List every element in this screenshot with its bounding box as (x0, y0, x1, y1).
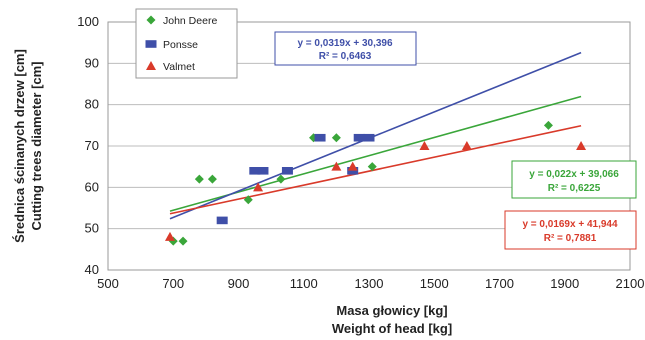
y-tick-label: 40 (85, 262, 99, 277)
point-john-deere (331, 133, 341, 143)
y-tick-label: 70 (85, 138, 99, 153)
point-ponsse (314, 133, 326, 142)
y-axis-title-1: Średnica ścinanych drzew [cm] (12, 49, 27, 243)
x-tick-label: 2100 (616, 276, 645, 291)
point-valmet (331, 161, 342, 171)
point-john-deere (276, 174, 286, 184)
point-valmet (576, 141, 587, 150)
x-axis-title-2: Weight of head [kg] (332, 321, 452, 336)
point-john-deere (367, 162, 377, 172)
y-tick-label: 60 (85, 179, 99, 194)
trend-lines (169, 51, 582, 220)
x-tick-label: 1300 (355, 276, 384, 291)
equation-valmet: y = 0,0169x + 41,944 (522, 219, 618, 230)
r-squared-valmet: R² = 0,7881 (544, 233, 597, 244)
point-john-deere (194, 174, 204, 184)
trendline-ponsse (169, 51, 582, 220)
point-john-deere (543, 120, 553, 130)
r-squared-ponsse: R² = 0,6463 (319, 51, 372, 62)
point-john-deere (243, 195, 253, 205)
point-john-deere (178, 236, 188, 246)
equation-john-deere: y = 0,022x + 39,066 (529, 169, 619, 180)
x-tick-label: 1700 (485, 276, 514, 291)
legend-marker-valmet (146, 61, 156, 70)
x-tick-label: 900 (228, 276, 250, 291)
y-tick-label: 100 (77, 14, 99, 29)
y-tick-label: 90 (85, 55, 99, 70)
equation-box-border-valmet (504, 210, 637, 250)
point-ponsse (363, 133, 375, 142)
x-axis-title-1: Masa głowicy [kg] (336, 303, 447, 318)
legend-label-valmet: Valmet (163, 61, 195, 73)
point-ponsse (353, 133, 365, 142)
legend-marker-john-deere (146, 15, 156, 25)
trendline-valmet (169, 124, 582, 215)
legend: John Deere Ponsse Valmet (135, 8, 238, 79)
y-tick-label: 80 (85, 97, 99, 112)
point-valmet (461, 141, 472, 150)
point-ponsse (249, 167, 261, 175)
equation-box-border-john-deere (511, 160, 637, 199)
point-valmet (164, 231, 175, 241)
x-tick-label: 1500 (420, 276, 449, 291)
legend-marker-ponsse (145, 40, 157, 48)
equation-box-john-deere: y = 0,022x + 39,066 R² = 0,6225 (511, 160, 637, 199)
equation-box-ponsse: y = 0,0319x + 30,396 R² = 0,6463 (274, 31, 417, 66)
legend-label-ponsse: Ponsse (163, 39, 198, 51)
y-tick-labels: 40 50 60 70 80 90 100 (77, 14, 99, 277)
equation-box-valmet: y = 0,0169x + 41,944 R² = 0,7881 (504, 210, 637, 250)
legend-label-john-deere: John Deere (163, 15, 217, 27)
x-tick-label: 1100 (290, 276, 318, 291)
trendline-john-deere (169, 95, 582, 212)
data-points (164, 120, 587, 246)
x-tick-labels: 500 700 900 1100 1300 1500 1700 1900 2100 (97, 276, 644, 291)
y-tick-label: 50 (85, 221, 99, 236)
point-john-deere (207, 174, 217, 184)
legend-markers (145, 15, 157, 70)
point-valmet (347, 161, 358, 171)
point-valmet (419, 141, 430, 150)
plot-area-border (107, 21, 631, 271)
point-valmet (253, 182, 264, 192)
r-squared-john-deere: R² = 0,6225 (548, 183, 601, 194)
equation-ponsse: y = 0,0319x + 30,396 (297, 38, 393, 49)
point-ponsse (257, 167, 269, 175)
x-tick-label: 1900 (550, 276, 579, 291)
point-ponsse (216, 216, 228, 225)
x-tick-label: 500 (97, 276, 119, 291)
x-tick-label: 700 (162, 276, 184, 291)
y-axis-title-2: Cutting trees diameter [cm] (29, 61, 44, 230)
point-ponsse (281, 167, 293, 175)
equation-box-border-ponsse (274, 31, 417, 66)
point-ponsse (347, 167, 359, 175)
